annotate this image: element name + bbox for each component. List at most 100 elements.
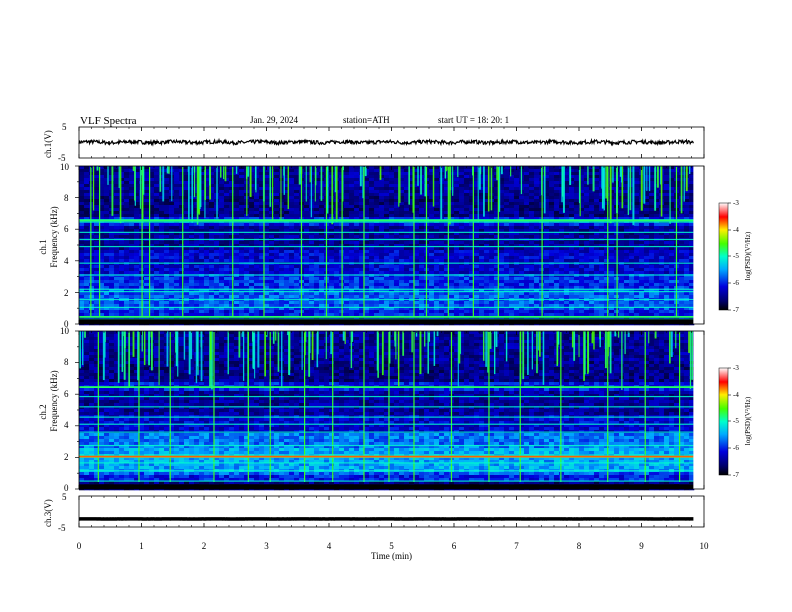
spectrogram-cell: [369, 229, 375, 233]
ch1-ticks: [78, 127, 705, 158]
spectrogram-cell: [449, 250, 455, 254]
spectrogram-cell: [254, 253, 260, 257]
spectrogram-cell: [269, 286, 275, 290]
spectrogram-cell: [374, 295, 380, 299]
spectrogram-cell: [249, 214, 255, 218]
spectrogram-cell: [314, 208, 320, 212]
spectrogram-cell: [534, 301, 540, 305]
spectrogram-cell: [249, 229, 255, 233]
spectrogram-cell: [364, 205, 370, 209]
spectrogram-cell: [259, 184, 265, 188]
spectrogram-cell: [494, 214, 500, 218]
spectrogram-cell: [404, 178, 410, 182]
spectrogram-cell: [184, 253, 190, 257]
spectrogram-cell: [444, 256, 450, 260]
spectrogram-cell: [529, 307, 535, 311]
spectrogram-cell: [94, 169, 100, 173]
spectrogram-cell: [514, 253, 520, 257]
spectrogram-cell: [224, 175, 230, 179]
spectrogram-cell: [169, 232, 175, 236]
spectrogram-cell: [254, 211, 260, 215]
spectrogram-cell: [304, 235, 310, 239]
spectrogram-cell: [304, 280, 310, 284]
spectrogram-cell: [364, 283, 370, 287]
spectrogram-cell: [509, 304, 515, 308]
spectrogram-cell: [384, 307, 390, 311]
spectrogram-cell: [499, 265, 505, 269]
spectrogram-cell: [79, 253, 85, 257]
spectrogram-cell: [134, 265, 140, 269]
spectrogram-cell: [499, 280, 505, 284]
spectrogram-cell: [304, 310, 310, 314]
spectrogram-cell: [319, 211, 325, 215]
spectrogram-cell: [394, 175, 400, 179]
spectrogram-cell: [309, 253, 315, 257]
spectrogram-cell: [394, 226, 400, 230]
spectrogram-cell: [244, 235, 250, 239]
spectrogram-cell: [89, 190, 95, 194]
spectrogram-cell: [519, 229, 525, 233]
spectrogram-cell: [414, 253, 420, 257]
spectrogram-cell: [469, 178, 475, 182]
spectrogram-cell: [219, 286, 225, 290]
spectrogram-cell: [534, 190, 540, 194]
spectrogram-cell: [84, 175, 90, 179]
spectrogram-cell: [314, 271, 320, 275]
spectrogram-cell: [174, 274, 180, 278]
spectrogram-cell: [364, 199, 370, 203]
spectrogram-cell: [164, 187, 170, 191]
spectrogram-cell: [159, 292, 165, 296]
spectrogram-cell: [124, 271, 130, 275]
spectrogram-cell: [164, 292, 170, 296]
spectrogram-cell: [404, 289, 410, 293]
spectrogram-cell: [404, 169, 410, 173]
spectrogram-cell: [394, 184, 400, 188]
spectrogram-cell: [514, 301, 520, 305]
spectrogram-cell: [164, 172, 170, 176]
spectrogram-cell: [369, 223, 375, 227]
spectrogram-cell: [384, 172, 390, 176]
spectrogram-cell: [249, 274, 255, 278]
spectrogram-cell: [209, 289, 215, 293]
spectrogram-cell: [169, 208, 175, 212]
spectrogram-cell: [389, 196, 395, 200]
spectrogram-cell: [109, 259, 115, 263]
spectrogram-cell: [524, 175, 530, 179]
spectrogram-cell: [289, 232, 295, 236]
spectrogram-cell: [379, 301, 385, 305]
spectrogram-cell: [349, 268, 355, 272]
spectrogram-cell: [354, 295, 360, 299]
spectrogram-cell: [219, 208, 225, 212]
spectrogram-cell: [389, 274, 395, 278]
spectrogram-cell: [284, 187, 290, 191]
spectrogram-cell: [444, 211, 450, 215]
spectrogram-cell: [459, 187, 465, 191]
spectrogram-cell: [419, 307, 425, 311]
spectrogram-cell: [164, 217, 170, 221]
spectrogram-cell: [224, 280, 230, 284]
spectrogram-cell: [479, 232, 485, 236]
spectrogram-cell: [134, 226, 140, 230]
spectrogram-cell: [429, 310, 435, 314]
spectrogram-cell: [369, 277, 375, 281]
spectrogram-cell: [519, 241, 525, 245]
spectrogram-cell: [259, 187, 265, 191]
spectrogram-cell: [399, 304, 405, 308]
spectrogram-cell: [114, 193, 120, 197]
spectrogram-cell: [94, 202, 100, 206]
spectrogram-cell: [329, 283, 335, 287]
spectrogram-cell: [129, 295, 135, 299]
spectrogram-cell: [269, 172, 275, 176]
spectrogram-cell: [234, 253, 240, 257]
spectrogram-cell: [209, 271, 215, 275]
spectrogram-cell: [369, 295, 375, 299]
spectrogram-cell: [369, 241, 375, 245]
spectrogram-cell: [444, 190, 450, 194]
spectrogram-cell: [414, 289, 420, 293]
spectrogram-cell: [159, 205, 165, 209]
spectrogram-cell: [439, 295, 445, 299]
spectrogram-cell: [144, 280, 150, 284]
spectrogram-cell: [114, 232, 120, 236]
spectrogram-cell: [119, 307, 125, 311]
spectrogram-cell: [429, 169, 435, 173]
